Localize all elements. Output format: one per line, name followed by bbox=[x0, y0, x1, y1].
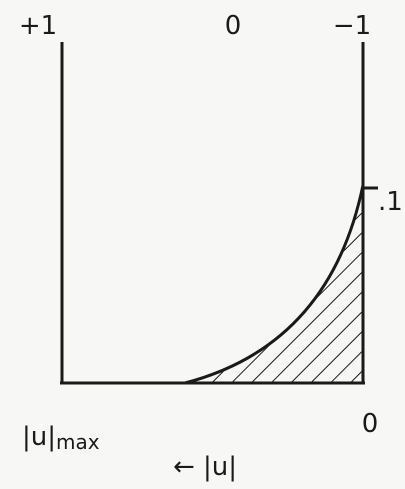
umax-sub: max bbox=[56, 430, 100, 454]
top-middle-label: 0 bbox=[225, 11, 242, 41]
top-right-label: −1 bbox=[333, 11, 371, 41]
umax-label: |u|max bbox=[22, 422, 100, 454]
hatched-region bbox=[185, 185, 363, 383]
umax-main: |u| bbox=[22, 422, 56, 452]
axis-label: ← |u| bbox=[173, 452, 237, 482]
top-left-label: +1 bbox=[19, 11, 57, 41]
curve bbox=[184, 184, 365, 385]
right-label: .1 bbox=[378, 187, 403, 217]
bottom-right-label: 0 bbox=[362, 409, 379, 439]
